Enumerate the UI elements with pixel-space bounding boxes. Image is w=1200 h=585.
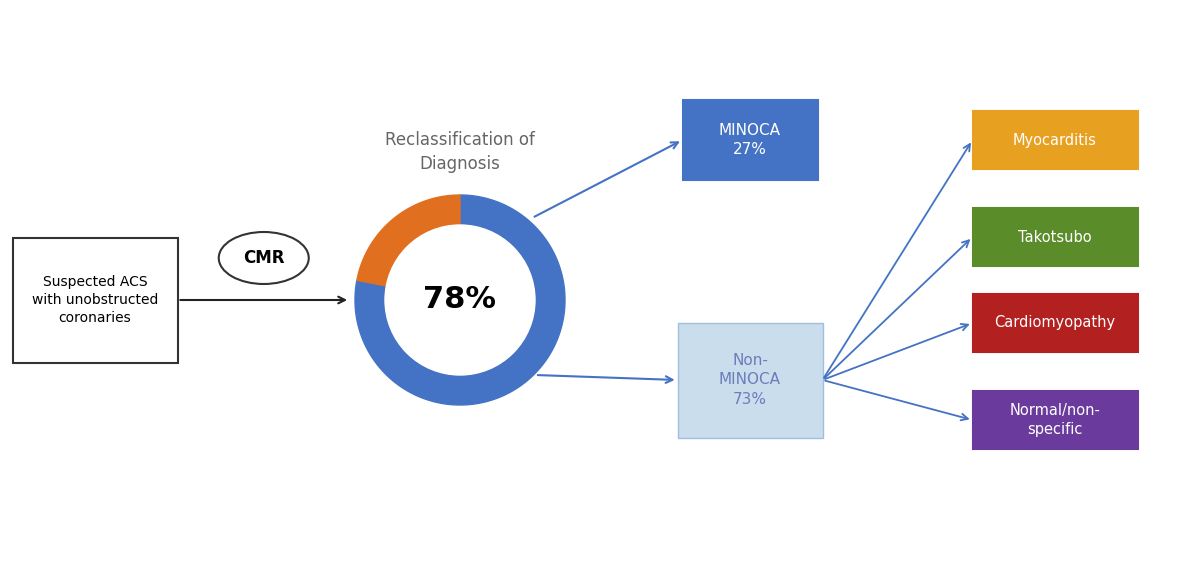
FancyBboxPatch shape — [972, 111, 1138, 169]
FancyBboxPatch shape — [678, 322, 822, 438]
Text: Reclassification of
Diagnosis: Reclassification of Diagnosis — [385, 132, 535, 173]
Text: Non-
MINOCA
73%: Non- MINOCA 73% — [719, 353, 781, 407]
Polygon shape — [355, 195, 565, 405]
Text: Myocarditis: Myocarditis — [1013, 132, 1097, 147]
FancyBboxPatch shape — [683, 100, 817, 180]
Polygon shape — [356, 195, 460, 286]
FancyBboxPatch shape — [972, 391, 1138, 449]
Text: Takotsubo: Takotsubo — [1018, 229, 1092, 245]
Ellipse shape — [218, 232, 308, 284]
Text: Normal/non-
specific: Normal/non- specific — [1009, 403, 1100, 437]
Text: 78%: 78% — [424, 285, 497, 315]
Text: CMR: CMR — [242, 249, 284, 267]
FancyBboxPatch shape — [972, 294, 1138, 352]
FancyBboxPatch shape — [12, 238, 178, 363]
Text: Suspected ACS
with unobstructed
coronaries: Suspected ACS with unobstructed coronari… — [32, 275, 158, 325]
Text: Cardiomyopathy: Cardiomyopathy — [995, 315, 1116, 331]
Text: MINOCA
27%: MINOCA 27% — [719, 123, 781, 157]
Circle shape — [385, 225, 535, 375]
FancyBboxPatch shape — [972, 208, 1138, 266]
